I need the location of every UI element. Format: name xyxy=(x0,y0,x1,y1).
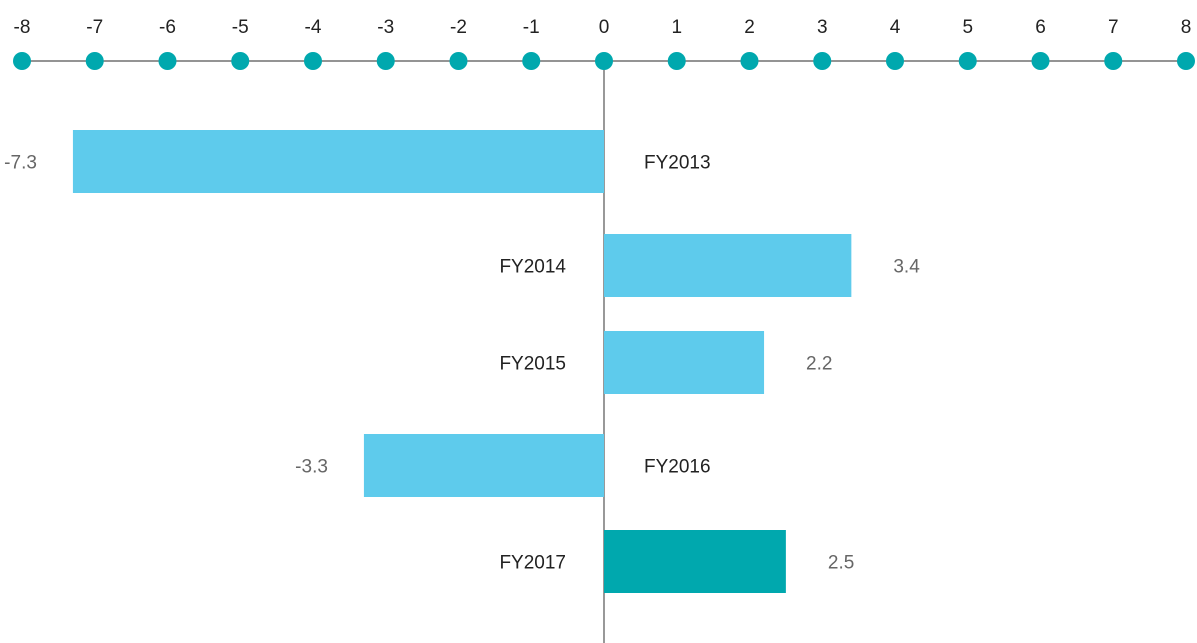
bar-fy2014 xyxy=(604,234,852,297)
tick-marker xyxy=(595,52,613,70)
x-tick-label: 0 xyxy=(599,17,610,38)
x-tick-label: 3 xyxy=(817,17,828,38)
tick-marker xyxy=(667,52,686,70)
x-tick-label: -6 xyxy=(159,17,176,38)
bar-fy2013 xyxy=(72,130,605,193)
bar-fy2015 xyxy=(604,331,765,394)
x-tick-label: -3 xyxy=(377,17,394,38)
x-tick-label: -7 xyxy=(86,17,103,38)
value-label: 3.4 xyxy=(893,257,920,278)
x-tick-label: -4 xyxy=(305,17,322,38)
x-tick-label: 5 xyxy=(962,17,973,38)
category-label: FY2013 xyxy=(644,153,711,174)
category-label: FY2017 xyxy=(499,553,566,574)
tick-marker xyxy=(1177,52,1195,70)
tick-marker xyxy=(304,52,322,70)
tick-marker xyxy=(1031,52,1050,70)
tick-marker xyxy=(740,52,759,70)
tick-marker xyxy=(522,52,541,70)
x-tick-label: 8 xyxy=(1181,17,1192,38)
value-label: 2.2 xyxy=(806,354,832,375)
tick-marker xyxy=(85,52,104,70)
x-tick-label: -1 xyxy=(523,17,540,38)
tick-marker xyxy=(13,52,31,70)
tick-marker xyxy=(231,52,250,70)
category-label: FY2016 xyxy=(644,457,711,478)
value-label: 2.5 xyxy=(828,553,854,574)
tick-marker xyxy=(1104,52,1123,70)
tick-marker xyxy=(158,52,177,70)
category-label: FY2015 xyxy=(499,354,566,375)
x-tick-label: 6 xyxy=(1035,17,1046,38)
bar-fy2016 xyxy=(363,434,604,497)
tick-marker xyxy=(886,52,904,70)
x-tick-label: 2 xyxy=(744,17,755,38)
bar-fy2017 xyxy=(604,530,786,593)
x-tick-label: -5 xyxy=(232,17,249,38)
x-tick-label: -2 xyxy=(450,17,467,38)
value-label: -3.3 xyxy=(295,457,328,478)
x-tick-label: 4 xyxy=(890,17,901,38)
x-tick-label: 1 xyxy=(671,17,682,38)
x-tick-label: -8 xyxy=(14,17,31,38)
category-label: FY2014 xyxy=(499,257,566,278)
tick-marker xyxy=(449,52,468,70)
value-label: -7.3 xyxy=(4,153,37,174)
tick-marker xyxy=(813,52,832,70)
x-tick-label: 7 xyxy=(1108,17,1119,38)
tick-marker xyxy=(958,52,977,70)
tick-marker xyxy=(376,52,395,70)
